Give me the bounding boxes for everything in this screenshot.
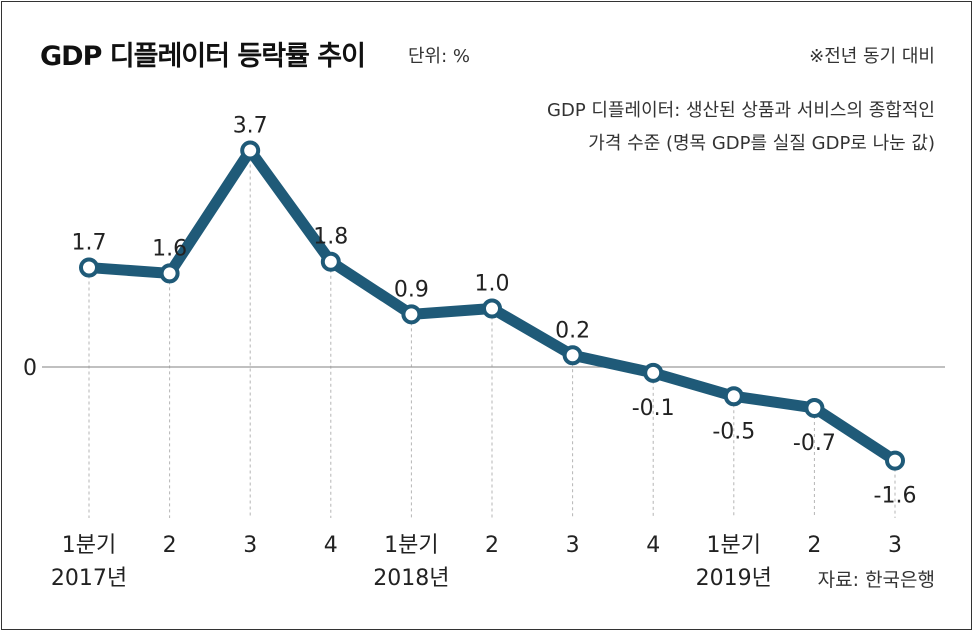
- data-point: [885, 450, 905, 471]
- value-label: -1.6: [874, 484, 917, 509]
- value-label: -0.1: [632, 396, 675, 421]
- x-tick-label: 1분기: [384, 533, 438, 558]
- year-label: 2017년: [51, 566, 127, 591]
- x-tick-label: 4: [324, 533, 338, 558]
- data-points: [79, 140, 905, 471]
- x-tick-label: 1분기: [707, 533, 761, 558]
- x-tick-label: 2: [807, 533, 821, 558]
- chart-title: GDP 디플레이터 등락률 추이: [40, 41, 366, 72]
- data-point: [723, 386, 744, 407]
- data-point: [159, 263, 180, 284]
- definition-note-line2: 가격 수준 (명목 GDP를 실질 GDP로 나눈 값): [588, 133, 935, 154]
- definition-note-line1: GDP 디플레이터: 생산된 상품과 서비스의 종합적인: [547, 100, 935, 121]
- x-tick-label: 4: [646, 533, 660, 558]
- value-label: -0.7: [793, 431, 836, 456]
- x-tick-label: 3: [243, 533, 257, 558]
- data-point: [482, 298, 502, 319]
- year-label: 2019년: [696, 566, 772, 591]
- data-point: [240, 140, 261, 161]
- value-label: 1.7: [72, 231, 107, 256]
- unit-label: 단위: %: [408, 46, 471, 67]
- data-point: [562, 345, 583, 366]
- x-tick-label: 2: [485, 533, 499, 558]
- data-point: [320, 251, 341, 272]
- data-point: [79, 257, 99, 278]
- value-label: -0.5: [712, 419, 755, 444]
- value-label: 1.6: [152, 236, 187, 261]
- value-label: 3.7: [233, 114, 268, 139]
- data-point: [401, 304, 422, 325]
- data-point: [804, 397, 825, 418]
- definition-note: GDP 디플레이터: 생산된 상품과 서비스의 종합적인 가격 수준 (명목 G…: [547, 94, 935, 160]
- value-label: 0.2: [555, 318, 590, 343]
- data-point: [643, 362, 664, 383]
- value-labels: 1.7 1.6 3.7 1.8 0.9 1.0 0.2 -0.1 -0.5 -0.7 -1.6: [72, 114, 917, 509]
- x-axis-labels: 1분기 2 3 4 1분기 2 3 4 1분기 2 3 2017년 2018년 2019년: [51, 533, 902, 591]
- x-tick-label: 3: [888, 533, 902, 558]
- year-label: 2018년: [373, 566, 449, 591]
- guide-lines: [88, 158, 896, 518]
- value-label: 1.0: [475, 272, 510, 297]
- x-tick-label: 3: [566, 533, 580, 558]
- y-tick-label: 0: [23, 356, 37, 381]
- x-tick-label: 1분기: [62, 533, 116, 558]
- value-label: 1.8: [313, 225, 348, 250]
- basis-note: ※전년 동기 대비: [809, 46, 935, 67]
- source-note: 자료: 한국은행: [817, 569, 935, 591]
- x-tick-label: 2: [163, 533, 177, 558]
- value-label: 0.9: [394, 277, 429, 302]
- zero-axis: 0: [23, 356, 945, 381]
